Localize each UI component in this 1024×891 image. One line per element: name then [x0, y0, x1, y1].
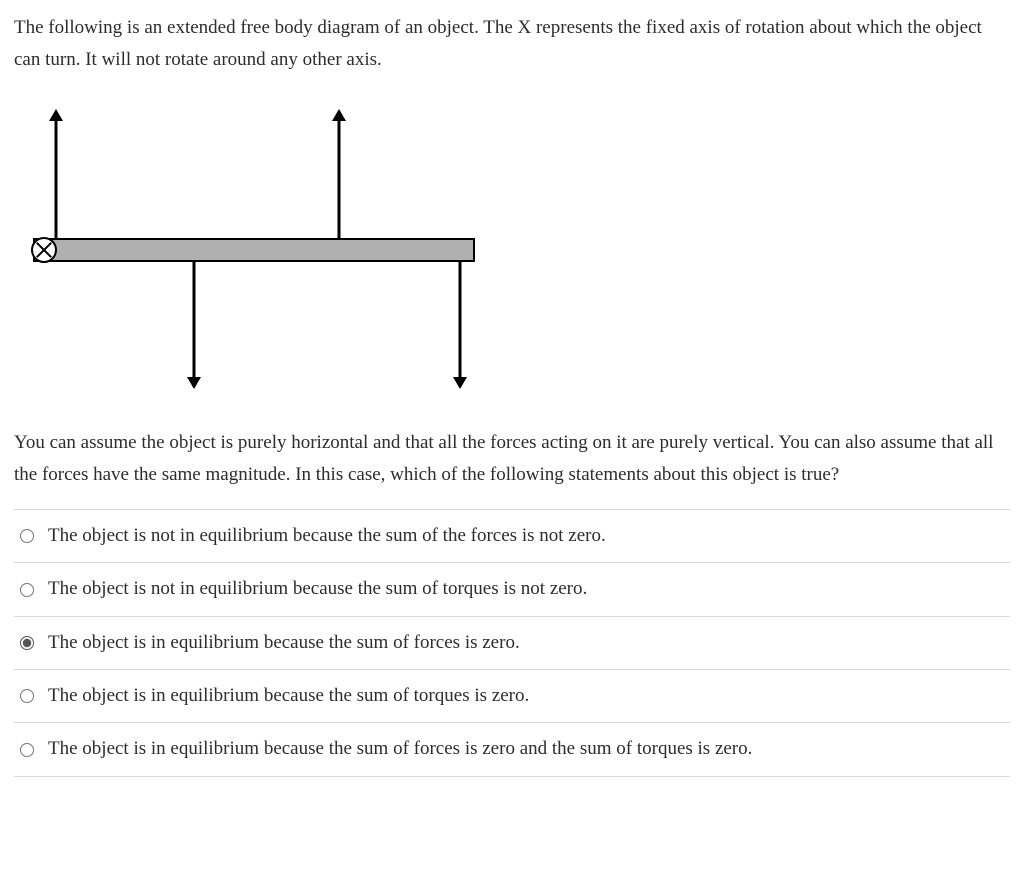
answer-radio[interactable]: [20, 689, 34, 703]
answer-options: The object is not in equilibrium because…: [14, 509, 1010, 776]
answer-label: The object is in equilibrium because the…: [48, 733, 1004, 765]
answer-label: The object is in equilibrium because the…: [48, 680, 1004, 712]
answer-option[interactable]: The object is not in equilibrium because…: [14, 510, 1010, 563]
free-body-diagram: [14, 89, 1010, 409]
answer-option[interactable]: The object is in equilibrium because the…: [14, 617, 1010, 670]
intro-text: The following is an extended free body d…: [14, 12, 1010, 77]
question-text: You can assume the object is purely hori…: [14, 427, 1010, 492]
answer-label: The object is not in equilibrium because…: [48, 573, 1004, 605]
answer-radio[interactable]: [20, 529, 34, 543]
answer-radio[interactable]: [20, 743, 34, 757]
answer-radio[interactable]: [20, 583, 34, 597]
answer-option[interactable]: The object is in equilibrium because the…: [14, 670, 1010, 723]
answer-label: The object is in equilibrium because the…: [48, 627, 1004, 659]
answer-label: The object is not in equilibrium because…: [48, 520, 1004, 552]
answer-radio[interactable]: [20, 636, 34, 650]
answer-option[interactable]: The object is in equilibrium because the…: [14, 723, 1010, 776]
answer-option[interactable]: The object is not in equilibrium because…: [14, 563, 1010, 616]
